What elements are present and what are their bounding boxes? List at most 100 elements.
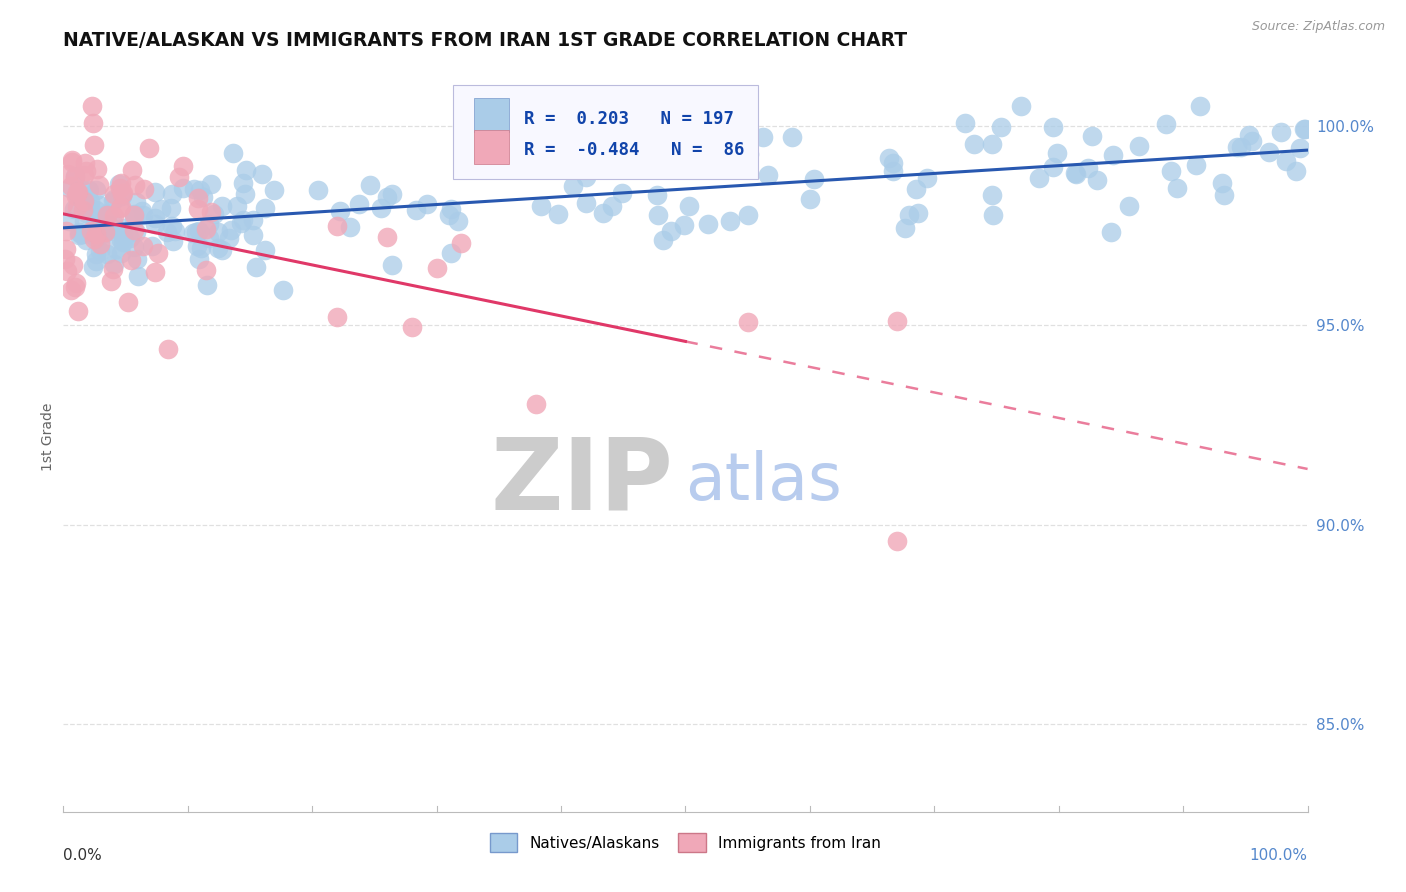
Point bbox=[132, 239, 155, 253]
Point bbox=[242, 227, 264, 242]
Point bbox=[91, 228, 114, 243]
Text: R =  -0.484   N =  86: R = -0.484 N = 86 bbox=[523, 141, 744, 159]
Point bbox=[252, 167, 274, 181]
Point bbox=[73, 156, 96, 170]
Point bbox=[1226, 139, 1249, 153]
Point bbox=[799, 192, 821, 206]
Point bbox=[647, 208, 669, 222]
Point bbox=[253, 243, 276, 257]
Point bbox=[184, 226, 207, 240]
Point bbox=[67, 228, 90, 243]
Point bbox=[66, 188, 89, 202]
Point bbox=[65, 276, 87, 290]
Point bbox=[195, 278, 218, 293]
Point bbox=[84, 246, 107, 260]
Point bbox=[110, 201, 132, 215]
Point bbox=[271, 284, 294, 298]
Point bbox=[131, 203, 153, 218]
Point bbox=[143, 265, 166, 279]
Point bbox=[145, 185, 167, 199]
Point bbox=[100, 274, 122, 288]
Point bbox=[1294, 121, 1316, 136]
Point bbox=[89, 198, 111, 212]
Point bbox=[752, 130, 775, 145]
Point bbox=[124, 178, 146, 192]
Point bbox=[103, 262, 125, 277]
Point bbox=[381, 187, 404, 202]
Point bbox=[125, 194, 148, 209]
Point bbox=[59, 178, 82, 193]
Point bbox=[83, 138, 105, 153]
Point bbox=[981, 187, 1004, 202]
Point bbox=[122, 240, 145, 254]
Point bbox=[882, 164, 904, 178]
Point bbox=[193, 190, 215, 204]
Point bbox=[339, 220, 361, 235]
Point bbox=[600, 199, 623, 213]
Point bbox=[103, 192, 125, 206]
Point bbox=[218, 231, 240, 245]
Point bbox=[211, 243, 233, 257]
Point bbox=[84, 203, 107, 218]
Point bbox=[375, 229, 398, 244]
Point bbox=[226, 199, 249, 213]
Point bbox=[56, 167, 79, 181]
Point bbox=[97, 206, 120, 220]
Point bbox=[111, 186, 134, 201]
Point bbox=[181, 226, 204, 240]
Point bbox=[103, 186, 125, 201]
Point bbox=[65, 170, 87, 185]
Point bbox=[1010, 99, 1032, 113]
Point bbox=[72, 227, 94, 241]
Point bbox=[62, 258, 84, 272]
Point bbox=[307, 183, 329, 197]
Point bbox=[111, 229, 134, 244]
Point bbox=[65, 280, 87, 294]
Point bbox=[59, 283, 82, 297]
Text: atlas: atlas bbox=[686, 450, 842, 514]
Point bbox=[111, 186, 134, 200]
Point bbox=[440, 245, 463, 260]
Point bbox=[1064, 167, 1087, 181]
Point bbox=[990, 120, 1012, 134]
Point bbox=[652, 233, 675, 247]
Point bbox=[202, 207, 225, 221]
Point bbox=[647, 187, 669, 202]
Point bbox=[127, 268, 149, 283]
Point bbox=[103, 257, 125, 271]
Point bbox=[803, 171, 825, 186]
Point bbox=[94, 223, 117, 237]
Point bbox=[370, 201, 392, 215]
Point bbox=[143, 217, 166, 231]
Point bbox=[447, 214, 470, 228]
Point bbox=[66, 185, 89, 199]
Point bbox=[524, 397, 547, 411]
Point bbox=[981, 136, 1004, 151]
Point bbox=[112, 235, 135, 249]
Point bbox=[1118, 198, 1140, 212]
Point bbox=[437, 208, 460, 222]
Text: Source: ZipAtlas.com: Source: ZipAtlas.com bbox=[1251, 20, 1385, 33]
Point bbox=[1289, 140, 1312, 154]
Point bbox=[169, 169, 191, 184]
Point bbox=[79, 194, 101, 209]
Point bbox=[124, 208, 146, 222]
Point bbox=[242, 213, 264, 227]
Point bbox=[1285, 163, 1308, 178]
Point bbox=[1063, 165, 1085, 179]
Point bbox=[1258, 145, 1281, 160]
Point bbox=[326, 310, 349, 325]
FancyBboxPatch shape bbox=[474, 98, 509, 132]
Point bbox=[72, 203, 94, 218]
Point bbox=[347, 196, 370, 211]
Point bbox=[728, 153, 751, 167]
Point bbox=[233, 186, 256, 201]
Point bbox=[917, 171, 939, 186]
Point bbox=[1028, 171, 1050, 186]
Point bbox=[426, 260, 449, 275]
Point bbox=[89, 236, 111, 251]
Point bbox=[1128, 138, 1150, 153]
FancyBboxPatch shape bbox=[474, 130, 509, 163]
Point bbox=[120, 253, 142, 268]
Point bbox=[194, 262, 217, 277]
